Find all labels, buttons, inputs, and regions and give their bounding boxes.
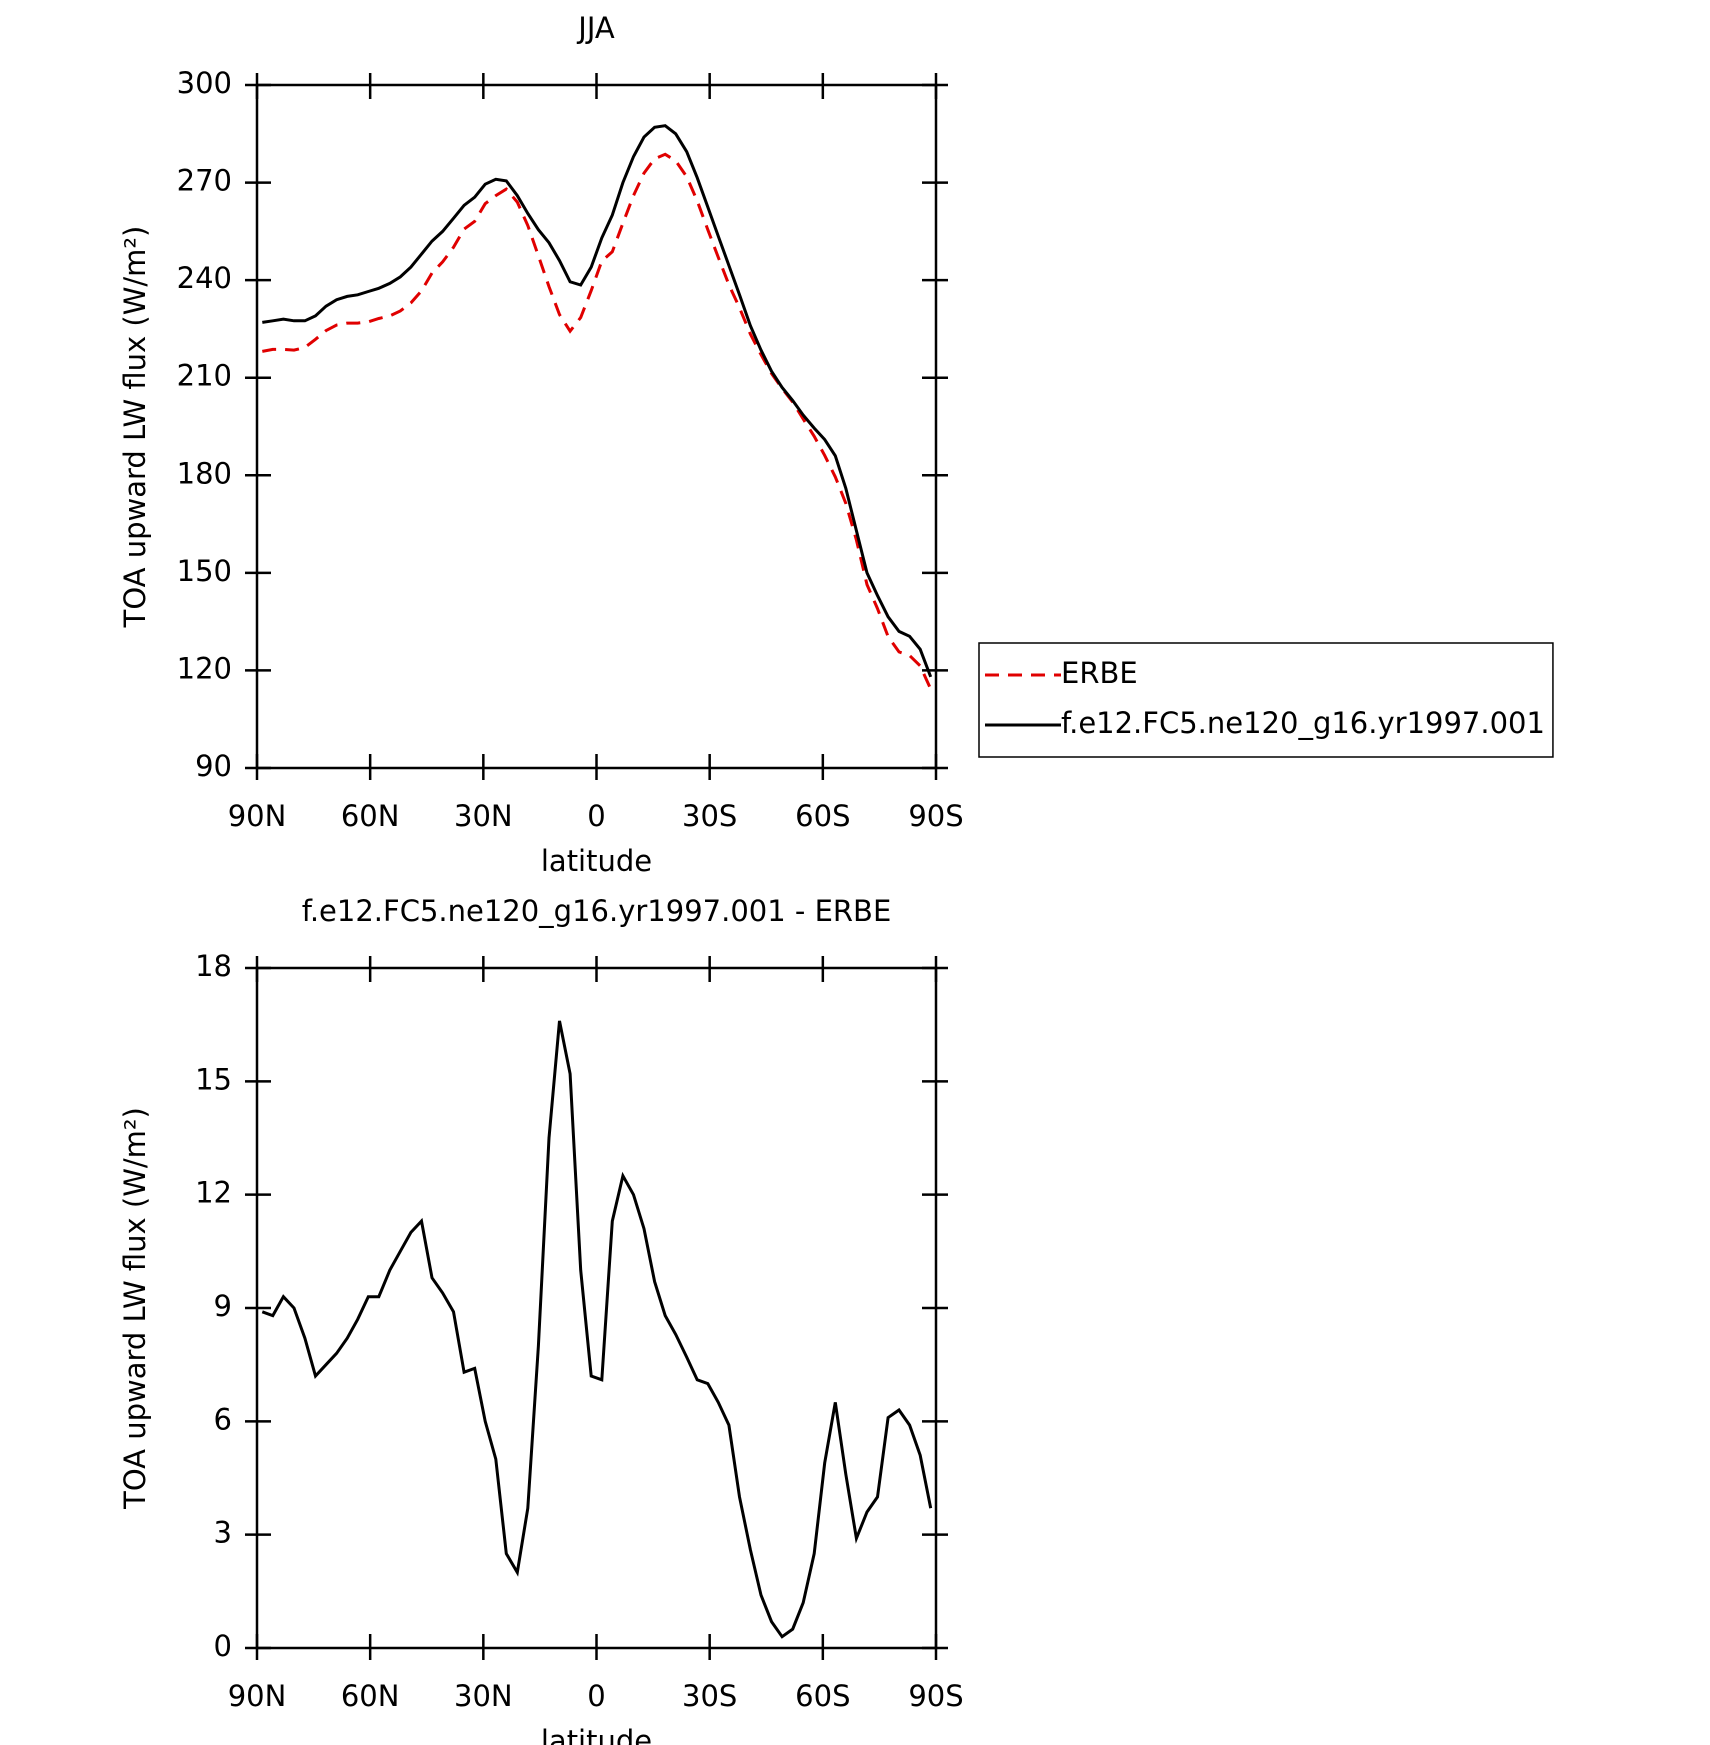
x-tick-label: 30S	[682, 1679, 737, 1713]
x-tick-label: 0	[587, 1679, 605, 1713]
x-tick-label: 0	[587, 799, 605, 833]
legend-label: ERBE	[1061, 656, 1138, 690]
x-tick-label: 30S	[682, 799, 737, 833]
x-tick-label: 30N	[454, 1679, 513, 1713]
legend-box	[978, 642, 1554, 758]
y-tick-label: 18	[195, 949, 232, 983]
x-tick-label: 90S	[908, 799, 963, 833]
x-tick-label: 90S	[908, 1679, 963, 1713]
y-axis-label: TOA upward LW flux (W/m²)	[118, 226, 152, 629]
data-line	[261, 1020, 933, 1639]
x-tick-label: 60S	[795, 1679, 850, 1713]
x-tick-label: 90N	[228, 1679, 287, 1713]
y-tick-label: 270	[177, 164, 232, 198]
y-tick-label: 180	[177, 456, 232, 490]
y-tick-label: 9	[214, 1289, 232, 1323]
data-line	[262, 152, 933, 690]
y-tick-label: 90	[195, 749, 232, 783]
y-tick-label: 3	[214, 1516, 232, 1550]
plot-frame	[255, 83, 938, 770]
y-tick-label: 210	[177, 359, 232, 393]
chart-title: f.e12.FC5.ne120_g16.yr1997.001 - ERBE	[302, 894, 892, 928]
x-axis-label: latitude	[541, 1724, 652, 1745]
y-axis-label: TOA upward LW flux (W/m²)	[118, 1107, 152, 1510]
y-tick-label: 120	[177, 651, 232, 685]
y-tick-label: 240	[177, 261, 232, 295]
x-tick-label: 90N	[228, 799, 287, 833]
plot-frame	[255, 966, 938, 1650]
y-tick-label: 150	[177, 554, 232, 588]
x-axis-label: latitude	[541, 844, 652, 878]
y-tick-label: 6	[214, 1402, 232, 1436]
data-line	[262, 124, 933, 678]
x-tick-label: 60N	[341, 799, 400, 833]
y-tick-label: 300	[177, 66, 232, 100]
x-tick-label: 30N	[454, 799, 513, 833]
y-tick-label: 0	[214, 1629, 232, 1663]
y-tick-label: 15	[195, 1062, 232, 1096]
chart-title: JJA	[576, 11, 615, 45]
legend-label: f.e12.FC5.ne120_g16.yr1997.001	[1061, 706, 1545, 740]
x-tick-label: 60N	[341, 1679, 400, 1713]
x-tick-label: 60S	[795, 799, 850, 833]
y-tick-label: 12	[195, 1176, 232, 1210]
